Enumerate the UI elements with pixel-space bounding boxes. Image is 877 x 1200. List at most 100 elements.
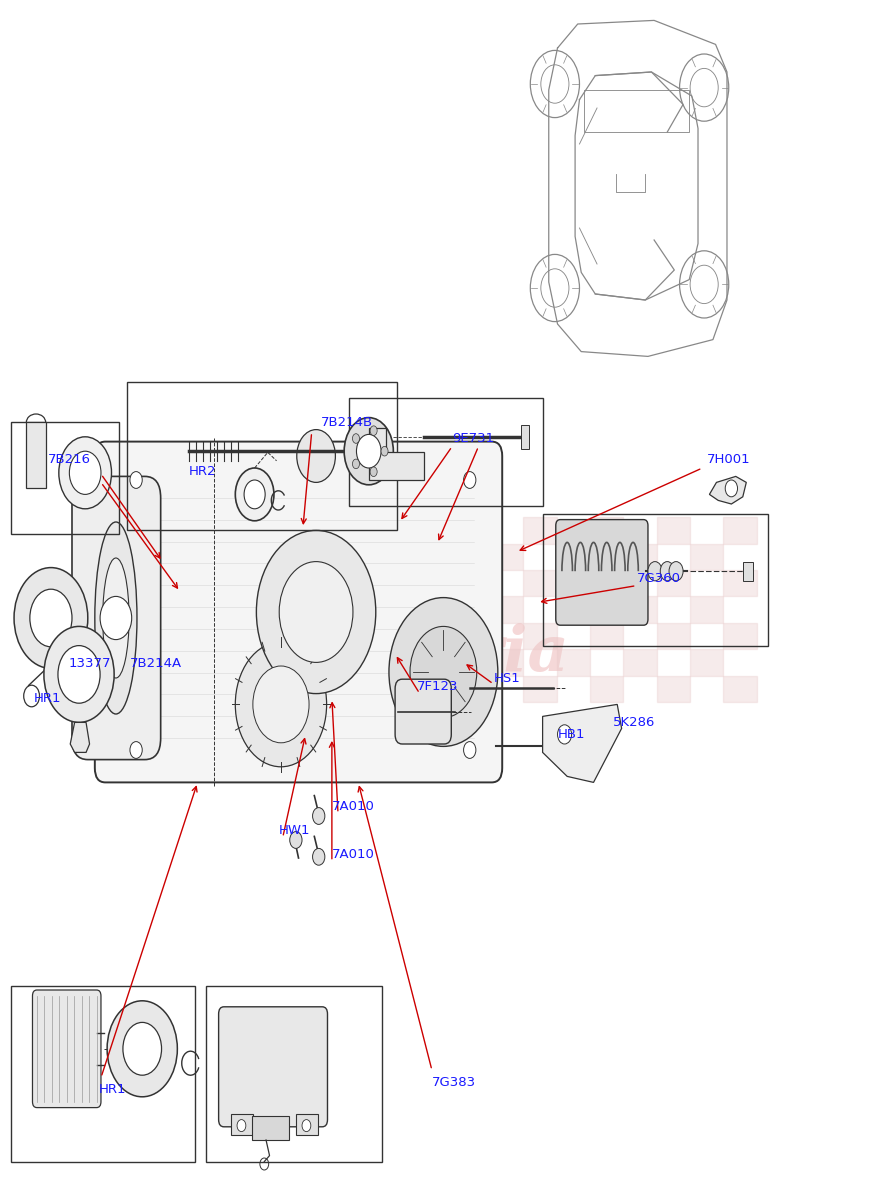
- Bar: [689, 544, 723, 570]
- Ellipse shape: [95, 522, 137, 714]
- Circle shape: [30, 589, 72, 647]
- Circle shape: [130, 742, 142, 758]
- Bar: [11, 422, 118, 534]
- Circle shape: [724, 480, 737, 497]
- Text: 7G360: 7G360: [636, 572, 680, 584]
- Bar: [623, 649, 656, 676]
- Bar: [520, 425, 529, 449]
- Bar: [252, 1116, 289, 1140]
- Bar: [623, 596, 656, 623]
- Bar: [556, 544, 589, 570]
- Text: HS1: HS1: [493, 672, 519, 684]
- Circle shape: [237, 1120, 246, 1132]
- Text: HW1: HW1: [279, 824, 310, 836]
- Bar: [589, 570, 623, 596]
- Bar: [589, 623, 623, 649]
- Polygon shape: [709, 476, 745, 504]
- Circle shape: [69, 451, 101, 494]
- Text: HB1: HB1: [557, 728, 584, 740]
- Bar: [723, 517, 756, 544]
- Bar: [456, 517, 489, 544]
- Circle shape: [312, 808, 324, 824]
- Circle shape: [647, 562, 661, 581]
- Circle shape: [668, 562, 682, 581]
- Text: car  parts: car parts: [263, 682, 457, 715]
- Bar: [656, 570, 689, 596]
- Circle shape: [235, 642, 326, 767]
- Text: 7B214B: 7B214B: [320, 416, 372, 428]
- Bar: [456, 570, 489, 596]
- Circle shape: [312, 848, 324, 865]
- Bar: [456, 623, 489, 649]
- FancyBboxPatch shape: [395, 679, 451, 744]
- Bar: [589, 517, 623, 544]
- Ellipse shape: [103, 558, 129, 678]
- Bar: [11, 986, 195, 1162]
- Circle shape: [107, 1001, 177, 1097]
- FancyBboxPatch shape: [32, 990, 101, 1108]
- Circle shape: [244, 480, 265, 509]
- Circle shape: [381, 446, 388, 456]
- Circle shape: [302, 1120, 310, 1132]
- FancyArrowPatch shape: [28, 671, 45, 685]
- Bar: [689, 596, 723, 623]
- Circle shape: [463, 472, 475, 488]
- Bar: [623, 544, 656, 570]
- Circle shape: [44, 626, 114, 722]
- Circle shape: [256, 530, 375, 694]
- Text: HR2: HR2: [189, 466, 216, 478]
- Circle shape: [296, 430, 335, 482]
- Circle shape: [130, 472, 142, 488]
- Circle shape: [58, 646, 100, 703]
- Bar: [723, 570, 756, 596]
- Bar: [689, 649, 723, 676]
- Circle shape: [253, 666, 309, 743]
- Circle shape: [289, 832, 302, 848]
- Text: 7A010: 7A010: [332, 848, 374, 860]
- Circle shape: [352, 460, 359, 469]
- Circle shape: [123, 1022, 161, 1075]
- Bar: [656, 623, 689, 649]
- Bar: [231, 1114, 253, 1135]
- Bar: [523, 570, 556, 596]
- Polygon shape: [368, 428, 424, 480]
- Text: HR1: HR1: [33, 692, 61, 704]
- Text: 5K286: 5K286: [612, 716, 654, 728]
- Circle shape: [370, 426, 377, 436]
- Bar: [656, 676, 689, 702]
- Bar: [742, 562, 752, 581]
- Circle shape: [279, 562, 353, 662]
- Text: 7A010: 7A010: [332, 800, 374, 812]
- Bar: [489, 596, 523, 623]
- Bar: [556, 649, 589, 676]
- Text: 13377: 13377: [68, 658, 111, 670]
- Text: 9E731: 9E731: [452, 432, 494, 444]
- Circle shape: [14, 568, 88, 668]
- Circle shape: [463, 742, 475, 758]
- Circle shape: [389, 598, 497, 746]
- Bar: [723, 623, 756, 649]
- Polygon shape: [542, 704, 621, 782]
- Circle shape: [410, 626, 476, 718]
- Bar: [589, 676, 623, 702]
- Circle shape: [356, 434, 381, 468]
- Bar: [26, 422, 46, 488]
- Bar: [567, 738, 578, 755]
- Circle shape: [235, 468, 274, 521]
- Circle shape: [59, 437, 111, 509]
- Bar: [523, 517, 556, 544]
- Text: scuderia: scuderia: [263, 623, 568, 685]
- Circle shape: [352, 433, 359, 443]
- Bar: [349, 398, 542, 506]
- Bar: [489, 649, 523, 676]
- Bar: [542, 514, 767, 646]
- Text: 7F123: 7F123: [417, 680, 458, 692]
- Text: 7B214A: 7B214A: [130, 658, 182, 670]
- Text: HR1: HR1: [98, 1084, 125, 1096]
- Bar: [556, 596, 589, 623]
- Bar: [523, 676, 556, 702]
- FancyBboxPatch shape: [72, 476, 160, 760]
- Text: 7B216: 7B216: [48, 454, 91, 466]
- Polygon shape: [70, 722, 89, 752]
- Bar: [723, 676, 756, 702]
